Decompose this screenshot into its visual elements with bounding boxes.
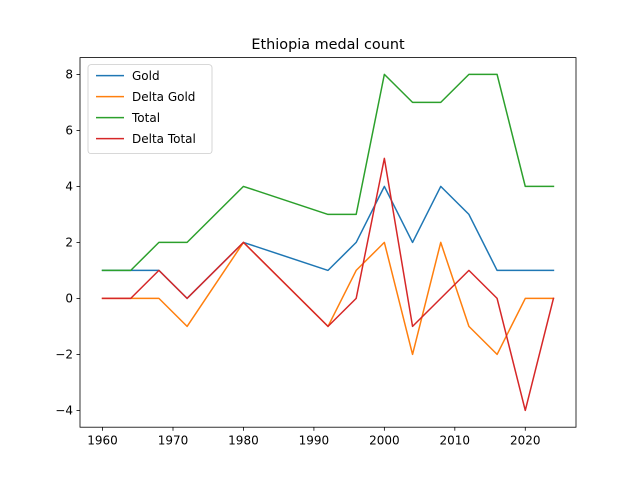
x-tick-label: 2020 (510, 434, 541, 448)
y-tick-label: −2 (55, 348, 73, 362)
y-tick-label: 6 (65, 124, 73, 138)
x-axis: 1960 1970 1980 1990 2000 2010 2020 (87, 427, 541, 448)
y-tick-label: 8 (65, 68, 73, 82)
legend-label-delta-gold: Delta Gold (132, 90, 195, 104)
x-tick-label: 1960 (87, 434, 118, 448)
y-tick-label: 4 (65, 180, 73, 194)
x-tick-label: 2010 (440, 434, 471, 448)
series-line-total (101, 73, 555, 272)
y-axis: −4 −2 0 2 4 6 8 (55, 68, 80, 418)
x-tick-label: 2000 (369, 434, 400, 448)
legend-label-delta-total: Delta Total (132, 132, 196, 146)
legend-label-total: Total (131, 111, 160, 125)
series-layer (101, 73, 555, 412)
legend-label-gold: Gold (132, 69, 160, 83)
y-tick-label: −4 (55, 404, 73, 418)
x-tick-label: 1990 (299, 434, 330, 448)
x-tick-label: 1970 (158, 434, 189, 448)
chart-title: Ethiopia medal count (251, 37, 405, 53)
legend-frame (87, 64, 213, 154)
y-tick-label: 2 (65, 236, 73, 250)
y-tick-label: 0 (65, 292, 73, 306)
x-tick-label: 1980 (228, 434, 259, 448)
series-line-delta-gold (101, 241, 555, 356)
series-line-delta-total (101, 157, 555, 412)
legend: Gold Delta Gold Total Delta Total (87, 64, 213, 154)
